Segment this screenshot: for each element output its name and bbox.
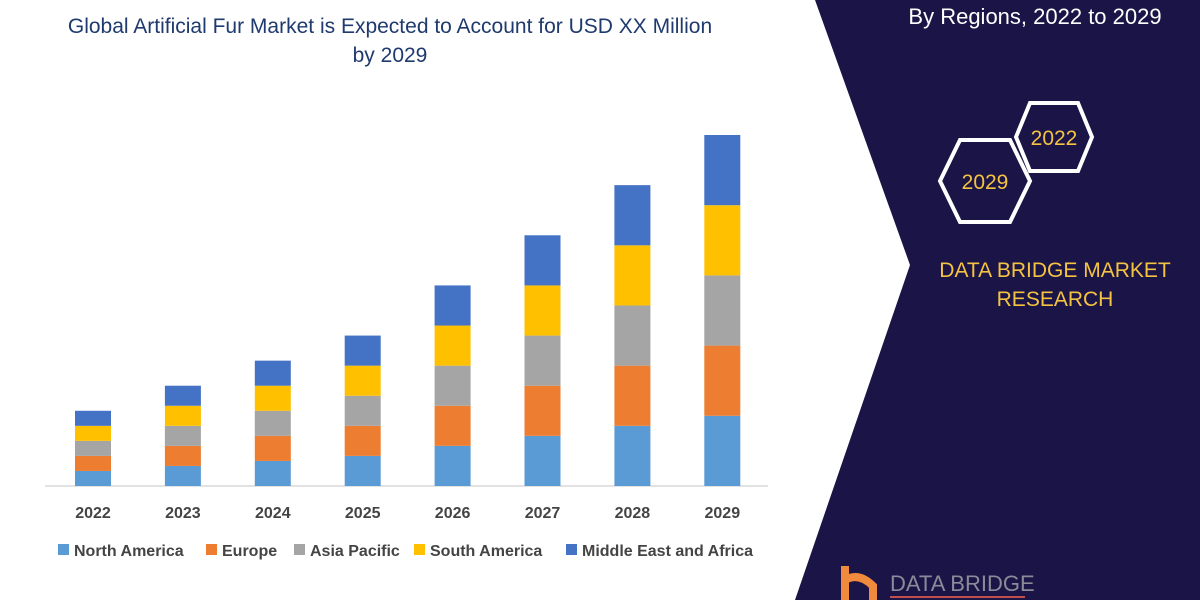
x-tick-2026: 2026 <box>435 505 471 522</box>
bar-segment-2028-2 <box>614 305 651 366</box>
bar-segment-2029-4 <box>704 135 741 206</box>
bar-segment-2025-3 <box>344 365 381 396</box>
bar-segment-2029-2 <box>704 275 741 346</box>
bar-segment-2026-4 <box>434 285 471 326</box>
legend-swatch <box>566 544 577 555</box>
legend-swatch <box>58 544 69 555</box>
bar-segment-2028-3 <box>614 245 651 306</box>
bar-segment-2027-0 <box>524 435 561 486</box>
bar-segment-2026-2 <box>434 365 471 406</box>
brand-name: DATA BRIDGE MARKET RESEARCH <box>939 259 1171 311</box>
bar-segment-2027-4 <box>524 235 561 286</box>
side-panel <box>795 0 1200 600</box>
bar-segment-2025-1 <box>344 425 381 456</box>
x-tick-2028: 2028 <box>615 505 651 522</box>
bar-segment-2022-3 <box>75 425 111 441</box>
bar-segment-2027-2 <box>524 335 561 386</box>
legend-label: Middle East and Africa <box>582 543 753 560</box>
hex-label-2022: 2022 <box>1031 127 1078 150</box>
svg-text:DATA BRIDGE: DATA BRIDGE <box>890 571 1035 596</box>
bar-segment-2023-0 <box>164 465 201 486</box>
bar-segment-2025-2 <box>344 395 381 426</box>
bars <box>75 135 741 486</box>
bar-segment-2028-1 <box>614 365 651 426</box>
bar-segment-2029-0 <box>704 415 741 486</box>
legend-label: South America <box>430 543 542 560</box>
bar-segment-2023-4 <box>164 385 201 406</box>
bar-segment-2028-4 <box>614 185 651 246</box>
bar-segment-2023-2 <box>164 425 201 446</box>
bar-segment-2024-0 <box>254 460 291 486</box>
hexagon-2022: 2022 <box>1013 101 1095 173</box>
bar-segment-2022-0 <box>75 470 111 486</box>
x-tick-2022: 2022 <box>75 505 111 522</box>
x-tick-2027: 2027 <box>525 505 561 522</box>
x-tick-2025: 2025 <box>345 505 381 522</box>
legend-label: Europe <box>222 543 277 560</box>
bar-segment-2022-1 <box>75 455 111 471</box>
hexagon-2029: 2029 <box>937 138 1033 224</box>
bar-segment-2024-4 <box>254 360 291 386</box>
bar-segment-2026-3 <box>434 325 471 366</box>
bar-segment-2026-1 <box>434 405 471 446</box>
logo: DATA BRIDGE <box>841 566 1035 600</box>
bar-segment-2025-4 <box>344 335 381 366</box>
chart-title: Global Artificial Fur Market is Expected… <box>67 15 713 67</box>
x-tick-2023: 2023 <box>165 505 201 522</box>
bar-segment-2023-1 <box>164 445 201 466</box>
legend: North America Europe Asia Pacific South Ame… <box>58 543 753 560</box>
bar-segment-2029-3 <box>704 205 741 276</box>
legend-swatch <box>294 544 305 555</box>
bar-segment-2024-3 <box>254 385 291 411</box>
bar-segment-2023-3 <box>164 405 201 426</box>
bar-segment-2022-4 <box>75 410 111 426</box>
bar-segment-2026-0 <box>434 445 471 486</box>
legend-label: North America <box>74 543 184 560</box>
side-subtitle: By Regions, 2022 to 2029 <box>908 4 1162 29</box>
bar-segment-2028-0 <box>614 425 651 486</box>
x-tick-2024: 2024 <box>255 505 291 522</box>
bar-segment-2022-2 <box>75 440 111 456</box>
hex-label-2029: 2029 <box>962 171 1009 194</box>
legend-swatch <box>414 544 425 555</box>
legend-swatch <box>206 544 217 555</box>
bar-segment-2029-1 <box>704 345 741 416</box>
bar-segment-2027-1 <box>524 385 561 436</box>
x-tick-labels: 2022 2023 2024 2025 2026 2027 2028 2029 <box>75 505 740 522</box>
bar-segment-2027-3 <box>524 285 561 336</box>
x-tick-2029: 2029 <box>705 505 741 522</box>
bar-segment-2024-2 <box>254 410 291 436</box>
legend-label: Asia Pacific <box>310 543 400 560</box>
bar-segment-2024-1 <box>254 435 291 461</box>
bar-segment-2025-0 <box>344 455 381 486</box>
